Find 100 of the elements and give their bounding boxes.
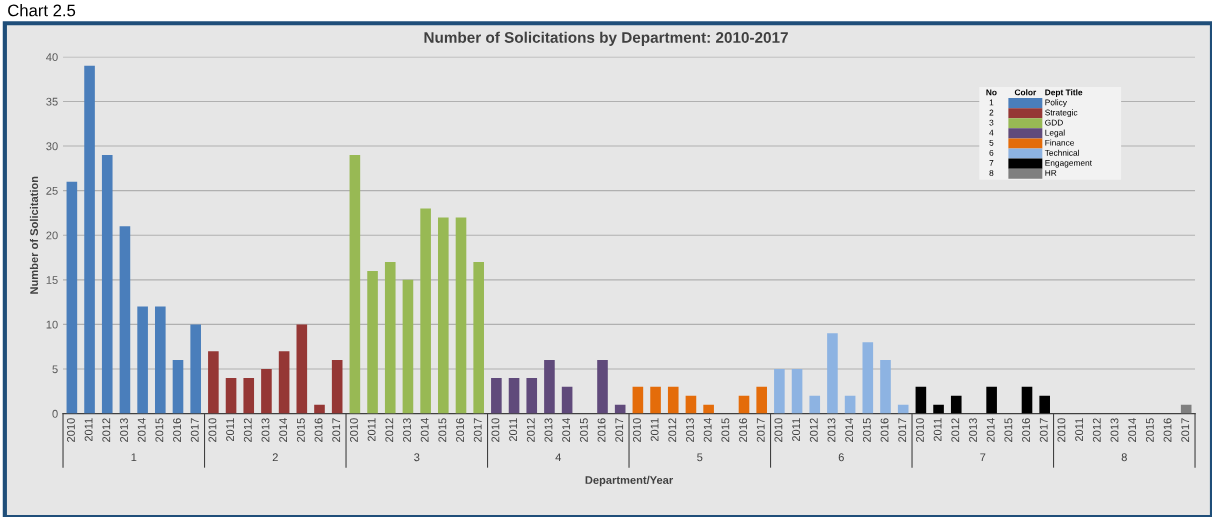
x-tick-label: 2017 [615, 418, 624, 442]
bar [508, 377, 520, 414]
text: 6 [838, 453, 844, 462]
text: 7 [980, 453, 986, 462]
bar [314, 404, 325, 414]
bar [473, 261, 484, 414]
bar [632, 386, 644, 414]
bar [455, 217, 467, 414]
bar [880, 360, 891, 414]
bar [774, 369, 785, 414]
annotation: 3 [989, 119, 994, 126]
bar [296, 324, 308, 414]
x-tick-label: 2014 [1128, 418, 1137, 442]
x-tick-label: 2012 [668, 418, 677, 442]
x-tick-label: 2013 [261, 418, 270, 442]
x-tick-label: 2013 [403, 418, 411, 442]
bar [1039, 395, 1050, 414]
x-tick-label: 2012 [102, 418, 111, 442]
x-tick-label: 2014 [986, 418, 995, 442]
x-tick-label: 2010 [491, 418, 500, 442]
bar [844, 395, 856, 414]
x-tick-label: 2010 [774, 418, 783, 442]
x-tick-label: 2011 [84, 418, 93, 442]
annotation: 2 [989, 109, 994, 116]
legend-label: Policy [1045, 99, 1067, 108]
x-tick-label: 2016 [880, 418, 889, 442]
annotation: 8 [989, 170, 994, 176]
y-tick-label: 25 [46, 186, 58, 195]
x-tick-label: 2015 [1004, 418, 1013, 442]
y-tick-label: 20 [46, 231, 58, 240]
x-tick-label: 2016 [597, 418, 606, 442]
bar [827, 333, 838, 414]
bar [526, 377, 538, 414]
caption: Chart 2.5 [8, 4, 76, 17]
x-tick-label: 2012 [526, 418, 535, 442]
x-tick-label: 2014 [845, 418, 854, 442]
bar [155, 306, 166, 414]
bar [261, 369, 272, 414]
x-tick-label: 2010 [208, 418, 217, 442]
text: 8 [1121, 453, 1127, 462]
bar [101, 154, 113, 414]
bar [650, 386, 661, 414]
legend-label: Technical [1044, 149, 1079, 156]
bar [225, 377, 237, 414]
x-tick-label: 2011 [933, 418, 942, 442]
x-tick-label: 2015 [155, 418, 164, 442]
x-tick-label: 2011 [650, 418, 659, 442]
x-tick-label: 2010 [915, 418, 924, 442]
x-tick-label: 2011 [367, 418, 376, 442]
legend-label: Strategic [1045, 109, 1078, 118]
bar [738, 395, 750, 414]
x-tick-label: 2016 [739, 418, 747, 442]
y-axis-title: Number of Solicitation [29, 176, 39, 294]
y-tick-label: 40 [46, 53, 58, 62]
x-tick-label: 2013 [120, 418, 128, 442]
bar [597, 360, 608, 414]
x-tick-label: 2015 [1145, 418, 1154, 442]
x-tick-label: 2012 [809, 418, 818, 442]
x-tick-label: 2016 [314, 418, 323, 442]
bar [367, 270, 378, 414]
x-tick-label: 2012 [1092, 418, 1101, 442]
annotation: 5 [989, 139, 994, 146]
x-tick-label: 2014 [137, 418, 146, 442]
x-tick-label: 2011 [226, 418, 235, 442]
x-tick-label: 2015 [438, 418, 447, 442]
x-tick-label: 2010 [1057, 418, 1066, 442]
legend-label: HR [1045, 170, 1057, 176]
bar [561, 386, 573, 414]
bar [756, 386, 767, 414]
bar [703, 404, 714, 414]
y-tick-label: 10 [46, 320, 58, 329]
y-tick-label: 30 [46, 142, 58, 151]
legend-label: Finance [1045, 139, 1075, 146]
bar [791, 369, 803, 414]
text: 5 [697, 453, 703, 462]
bar [66, 181, 78, 414]
bar [384, 261, 396, 414]
chart-title: Number of Solicitations by Department: 2010-2017 [424, 31, 788, 46]
x-tick-label: 2010 [632, 418, 641, 442]
bar [172, 360, 184, 414]
legend-label: Engagement [1045, 160, 1092, 168]
annotation: 6 [989, 149, 994, 156]
x-tick-label: 2017 [1181, 418, 1190, 442]
x-tick-label: 2014 [703, 418, 712, 442]
x-tick-label: 2017 [332, 418, 341, 442]
x-tick-label: 2017 [756, 418, 765, 442]
x-tick-label: 2011 [509, 418, 518, 442]
x-tick-label: 2013 [686, 418, 694, 442]
y-tick-label: 5 [52, 365, 58, 374]
annotation: Color [1014, 89, 1037, 96]
bar [685, 395, 697, 414]
bar [349, 154, 361, 414]
y-tick-label: 0 [52, 409, 58, 418]
text: 1 [131, 453, 137, 462]
bar [420, 208, 431, 414]
bar [331, 360, 343, 414]
x-tick-label: 2017 [1039, 418, 1048, 442]
text: 2 [272, 453, 278, 462]
x-tick-label: 2015 [296, 418, 305, 442]
legend-title: Dept Title [1045, 89, 1083, 97]
